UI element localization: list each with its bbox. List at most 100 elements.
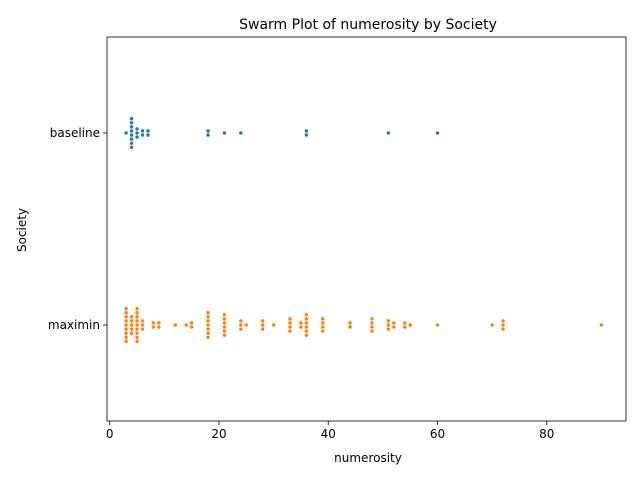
data-point-maximin <box>287 320 293 326</box>
data-point-maximin <box>304 320 309 326</box>
data-point-maximin <box>206 310 211 315</box>
data-point-maximin <box>124 314 129 319</box>
y-tick-label: baseline <box>50 126 100 140</box>
data-point-maximin <box>320 320 325 326</box>
data-point-baseline <box>222 130 227 136</box>
data-point-maximin <box>238 327 243 332</box>
data-point-maximin <box>151 324 156 330</box>
data-point-baseline <box>206 133 211 138</box>
data-point-maximin <box>206 318 211 323</box>
data-point-baseline <box>145 128 151 134</box>
data-point-baseline <box>124 130 129 136</box>
data-point-maximin <box>129 331 134 336</box>
data-point-maximin <box>260 322 265 328</box>
data-point-baseline <box>129 141 134 146</box>
data-point-maximin <box>369 316 375 321</box>
data-point-maximin <box>501 327 506 332</box>
data-point-baseline <box>304 133 309 138</box>
data-point-maximin <box>369 329 375 334</box>
data-point-maximin <box>501 322 506 328</box>
data-point-maximin <box>156 324 161 330</box>
data-point-maximin <box>124 306 129 311</box>
data-point-maximin <box>490 322 495 328</box>
data-point-maximin <box>260 327 265 332</box>
data-point-maximin <box>124 310 129 315</box>
data-point-baseline <box>140 133 145 138</box>
data-point-baseline <box>435 130 440 136</box>
data-point-maximin <box>206 335 211 340</box>
data-point-baseline <box>129 137 134 142</box>
data-point-maximin <box>134 327 140 332</box>
data-point-maximin <box>124 318 129 323</box>
data-point-baseline <box>129 124 134 129</box>
data-point-maximin <box>124 327 129 332</box>
data-point-maximin <box>271 322 276 328</box>
data-point-baseline <box>134 126 140 131</box>
data-point-maximin <box>348 320 353 326</box>
data-point-maximin <box>320 324 325 330</box>
plot-area: 0 20 40 60 80 baseline maximin <box>48 36 627 441</box>
data-point-maximin <box>304 312 309 317</box>
data-point-maximin <box>298 324 303 330</box>
axes-frame <box>106 36 627 422</box>
data-point-maximin <box>222 333 227 338</box>
data-point-maximin <box>222 324 227 330</box>
data-point-baseline <box>304 128 309 134</box>
y-axis-label: Society <box>15 208 29 252</box>
data-point-baseline <box>238 130 243 136</box>
data-point-maximin <box>386 318 391 323</box>
data-point-maximin <box>304 329 309 334</box>
data-point-maximin <box>134 331 140 336</box>
data-point-maximin <box>129 318 134 323</box>
data-point-maximin <box>298 320 303 326</box>
y-tick-label: maximin <box>48 318 100 332</box>
data-point-maximin <box>206 327 211 332</box>
data-point-baseline <box>129 116 134 121</box>
x-tick-label: 80 <box>539 427 554 441</box>
data-point-maximin <box>391 324 396 330</box>
data-point-maximin <box>287 316 293 321</box>
data-point-baseline <box>129 128 134 134</box>
x-axis-label: numerosity <box>334 451 402 465</box>
data-point-baseline <box>140 128 145 134</box>
data-point-maximin <box>134 310 140 315</box>
data-point-maximin <box>386 327 391 332</box>
data-point-maximin <box>129 314 134 319</box>
data-point-baseline <box>129 133 134 138</box>
data-point-maximin <box>402 320 407 326</box>
data-point-maximin <box>134 339 140 344</box>
data-point-baseline <box>129 145 134 150</box>
data-point-baseline <box>145 133 151 138</box>
data-point-maximin <box>222 312 227 317</box>
data-point-maximin <box>391 320 396 326</box>
data-point-maximin <box>134 335 140 340</box>
x-tick-label: 60 <box>430 427 445 441</box>
data-point-maximin <box>348 324 353 330</box>
data-point-maximin <box>124 322 129 328</box>
data-point-maximin <box>238 322 243 328</box>
data-point-maximin <box>134 318 140 323</box>
data-point-maximin <box>206 331 211 336</box>
data-point-maximin <box>287 324 293 330</box>
data-point-maximin <box>320 329 325 334</box>
data-point-maximin <box>222 320 227 326</box>
data-point-maximin <box>222 316 227 321</box>
chart-title: Swarm Plot of numerosity by Society <box>239 17 497 33</box>
data-point-maximin <box>151 320 156 326</box>
data-point-maximin <box>599 322 604 328</box>
data-point-maximin <box>238 318 243 323</box>
x-tick-label: 40 <box>321 427 336 441</box>
data-point-maximin <box>304 324 309 330</box>
data-point-maximin <box>435 322 440 328</box>
data-point-maximin <box>124 335 129 340</box>
data-point-maximin <box>173 322 178 328</box>
data-point-maximin <box>206 314 211 319</box>
data-point-maximin <box>206 322 211 328</box>
data-point-baseline <box>134 135 140 140</box>
data-point-maximin <box>402 324 407 330</box>
data-point-maximin <box>189 320 194 326</box>
data-point-baseline <box>129 120 134 125</box>
